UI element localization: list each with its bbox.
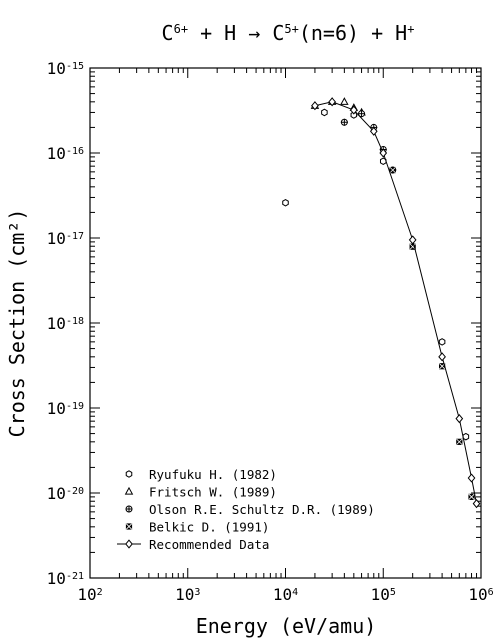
data-point — [379, 148, 388, 158]
legend-label: Recommended Data — [149, 537, 269, 552]
legend-label: Belkic D. (1991) — [149, 520, 269, 535]
data-point — [456, 438, 463, 445]
legend-marker — [124, 486, 134, 495]
title-part: (n=6) + H — [299, 21, 407, 45]
data-point — [321, 108, 328, 117]
data-point — [282, 198, 289, 207]
data-series — [282, 97, 481, 509]
data-point — [328, 97, 336, 107]
series-line — [314, 101, 478, 504]
y-tick-label: 10-19 — [47, 399, 84, 418]
title-part: C — [162, 21, 174, 45]
legend-entry: Fritsch W. (1989) — [124, 485, 277, 500]
data-point — [455, 414, 464, 424]
chart-title: C6+ + H → C5+(n=6) + H+ — [162, 21, 415, 45]
y-axis-label: Cross Section (cm²) — [5, 209, 29, 438]
legend-marker — [125, 539, 133, 549]
data-point — [340, 97, 349, 105]
legend-entry: Recommended Data — [117, 537, 269, 552]
title-part: + H → C — [188, 21, 284, 45]
data-point — [408, 235, 417, 245]
legend-marker — [125, 505, 133, 513]
series-circle-plus — [340, 110, 397, 174]
y-tick-label: 10-18 — [47, 314, 84, 333]
x-tick-label: 102 — [77, 585, 102, 604]
series-cross-box — [389, 166, 475, 500]
legend-label: Olson R.E. Schultz D.R. (1989) — [149, 502, 375, 517]
title-part: 5+ — [284, 22, 298, 36]
legend-marker — [125, 523, 133, 530]
y-tick-labels: 10-15 10-16 10-17 10-18 10-19 10-20 10-21 — [47, 59, 84, 588]
legend: Ryufuku H. (1982) Fritsch W. (1989) Olson … — [117, 467, 375, 552]
y-tick-label: 10-21 — [47, 569, 84, 588]
y-tick-label: 10-16 — [47, 144, 84, 163]
data-point — [358, 110, 366, 118]
data-point — [438, 352, 446, 362]
data-point — [468, 493, 475, 500]
data-point — [389, 166, 396, 174]
data-point — [349, 105, 358, 115]
x-tick-label: 106 — [468, 585, 493, 604]
data-point — [311, 101, 319, 111]
title-part: 6+ — [174, 22, 188, 36]
data-point — [467, 473, 476, 483]
series-hexagon — [282, 108, 470, 441]
y-tick-label: 10-17 — [47, 229, 84, 248]
data-point — [438, 338, 446, 346]
series-triangle — [310, 97, 366, 116]
data-point — [369, 126, 378, 136]
title-part: + — [407, 22, 414, 36]
legend-entry: Ryufuku H. (1982) — [125, 467, 277, 482]
legend-entry: Belkic D. (1991) — [125, 520, 269, 535]
x-tick-label: 105 — [371, 585, 396, 604]
x-tick-labels: 102 103 104 105 106 — [77, 585, 493, 604]
y-tick-label: 10-20 — [47, 484, 84, 503]
data-point — [472, 499, 481, 509]
data-point — [340, 118, 348, 126]
x-tick-label: 103 — [175, 585, 200, 604]
legend-entry: Olson R.E. Schultz D.R. (1989) — [125, 502, 375, 517]
legend-label: Fritsch W. (1989) — [149, 485, 277, 500]
legend-marker — [125, 470, 133, 478]
axis-ticks — [89, 67, 482, 579]
y-tick-label: 10-15 — [47, 59, 84, 78]
x-axis-label: Energy (eV/amu) — [196, 614, 377, 638]
legend-label: Ryufuku H. (1982) — [149, 467, 277, 482]
x-tick-label: 104 — [273, 585, 298, 604]
series-diamond — [311, 97, 481, 509]
